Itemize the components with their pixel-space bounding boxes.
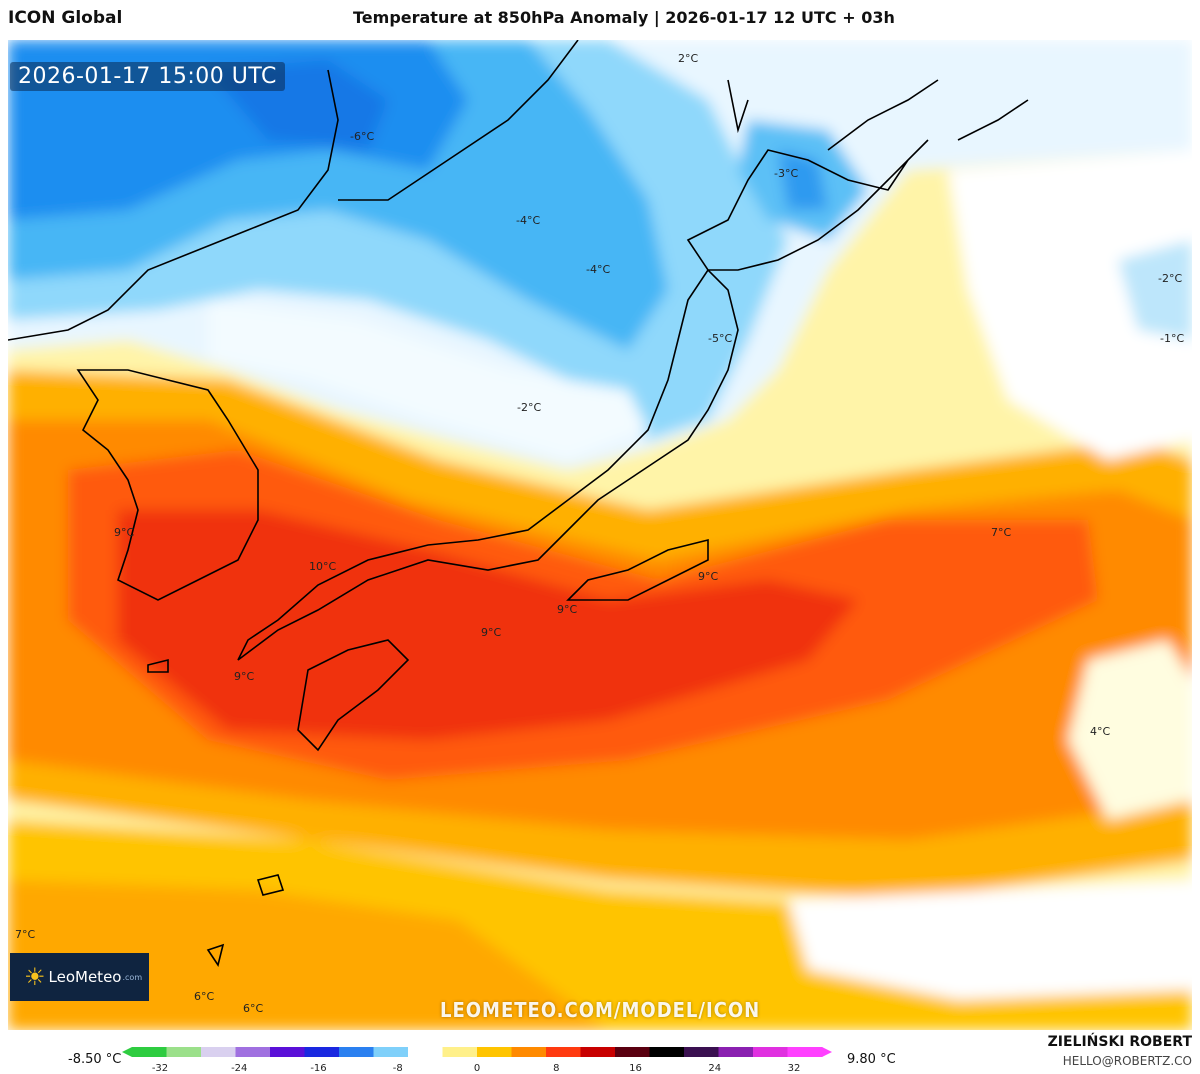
leometeo-logo[interactable]: ☀ LeoMeteo .com: [10, 953, 149, 1001]
contour-label: 4°C: [1090, 725, 1111, 738]
scale-color-segment: [718, 1047, 754, 1057]
scale-color-segment: [408, 1047, 443, 1057]
scale-color-segment: [166, 1047, 202, 1057]
model-name: ICON Global: [8, 8, 123, 28]
scale-color-segment: [684, 1047, 719, 1057]
scale-arrow-left: [122, 1047, 132, 1057]
contour-label: -2°C: [1158, 272, 1183, 285]
contour-label: 9°C: [114, 526, 135, 539]
contour-label: -3°C: [774, 167, 799, 180]
author-name: ZIELIŃSKI ROBERT: [1047, 1034, 1192, 1050]
scale-color-segment: [477, 1047, 512, 1057]
scale-color-segment: [649, 1047, 685, 1057]
contour-label: 2°C: [678, 52, 699, 65]
scale-tick-label: 32: [787, 1063, 801, 1074]
contour-label: -6°C: [350, 130, 375, 143]
scale-color-segment: [787, 1047, 823, 1057]
contour-label: -2°C: [517, 401, 542, 414]
scale-color-segment: [270, 1047, 305, 1057]
contour-label: 7°C: [15, 928, 36, 941]
contour-label: 9°C: [481, 626, 502, 639]
scale-color-segment: [235, 1047, 271, 1057]
scale-tick-label: -8: [392, 1063, 403, 1074]
legend-max-value: 9.80 °C: [847, 1052, 896, 1067]
watermark-url: LEOMETEO.COM/MODEL/ICON: [440, 998, 761, 1022]
contour-label: -5°C: [708, 332, 733, 345]
contour-label: -4°C: [586, 263, 611, 276]
scale-color-segment: [201, 1047, 236, 1057]
contour-label: 9°C: [698, 570, 719, 583]
chart-title: Temperature at 850hPa Anomaly | 2026-01-…: [353, 8, 895, 27]
color-scale-bar: [122, 1047, 832, 1057]
scale-color-segment: [304, 1047, 340, 1057]
scale-color-segment: [373, 1047, 409, 1057]
sun-icon: ☀: [24, 963, 46, 991]
logo-name: LeoMeteo: [48, 968, 122, 986]
scale-tick-label: 8: [553, 1063, 560, 1074]
scale-tick-label: 0: [473, 1063, 481, 1074]
scale-color-segment: [753, 1047, 788, 1057]
valid-time-badge: 2026-01-17 15:00 UTC: [10, 62, 285, 91]
contour-label: 9°C: [557, 603, 578, 616]
scale-color-segment: [580, 1047, 616, 1057]
contour-label: -1°C: [1160, 332, 1185, 345]
anomaly-field: [8, 40, 1192, 1030]
scale-color-segment: [132, 1047, 167, 1057]
scale-color-segment: [546, 1047, 581, 1057]
scale-tick-label: -16: [310, 1063, 327, 1074]
coastlines: [8, 40, 1029, 967]
contour-label: 9°C: [234, 670, 255, 683]
scale-color-segment: [339, 1047, 374, 1057]
logo-domain: .com: [122, 972, 143, 982]
contour-label: 6°C: [243, 1002, 264, 1015]
author-email: HELLO@ROBERTZ.CO: [1062, 1054, 1192, 1068]
scale-color-segment: [511, 1047, 547, 1057]
scale-tick-label: 16: [629, 1063, 642, 1074]
contour-label: -4°C: [516, 214, 541, 227]
contour-label: 7°C: [991, 526, 1012, 539]
scale-tick-label: -24: [231, 1063, 248, 1074]
scale-tick-label: -32: [151, 1063, 169, 1074]
temperature-anomaly-map: 2°C -6°C -3°C -4°C -4°C -2°C -1°C -5°C -…: [8, 40, 1192, 1030]
scale-tick-label: 24: [708, 1063, 722, 1074]
legend-min-value: -8.50 °C: [68, 1052, 122, 1067]
contour-label: 6°C: [194, 990, 215, 1003]
scale-arrow-right: [822, 1047, 832, 1057]
contour-label: 10°C: [309, 560, 337, 573]
scale-color-segment: [615, 1047, 650, 1057]
scale-color-segment: [442, 1047, 478, 1057]
map-canvas: [8, 40, 1192, 1030]
